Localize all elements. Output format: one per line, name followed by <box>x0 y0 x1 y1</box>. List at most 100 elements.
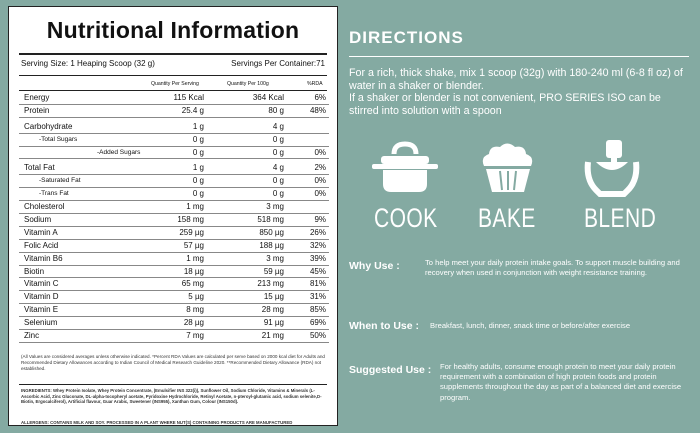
table-row: Protein 25.4 g 80 g 48% <box>19 105 329 118</box>
nutrient-name: Vitamin B6 <box>24 253 63 263</box>
directions-heading: DIRECTIONS <box>349 28 464 47</box>
table-row: Carbohydrate 1 g 4 g <box>19 121 329 134</box>
nutrient-name: Folic Acid <box>24 240 59 250</box>
table-row: Energy 115 Kcal 364 Kcal 6% <box>19 92 329 105</box>
muffin-icon <box>482 143 533 192</box>
table-row: Vitamin B6 1 mg 3 mg 39% <box>19 253 329 266</box>
per-serving-value: 0 g <box>192 189 204 199</box>
per-serving-value: 0 g <box>192 147 204 157</box>
per-serving-value: 0 g <box>192 176 204 186</box>
cooking-pot-icon <box>372 141 438 192</box>
per-serving-value: 1 g <box>192 121 204 131</box>
nutrient-name: Vitamin D <box>24 292 59 302</box>
rda-value: 0% <box>314 176 326 186</box>
rda-value: 26% <box>309 227 326 237</box>
serving-size: Serving Size: 1 Heaping Scoop (32 g) <box>21 59 155 68</box>
per-serving-value: 8 mg <box>186 305 204 315</box>
per-100g-value: 213 mg <box>257 279 284 289</box>
table-row: Selenium 28 µg 91 µg 69% <box>19 317 329 331</box>
rda-value: 39% <box>309 253 326 263</box>
per-100g-value: 3 mg <box>266 253 284 263</box>
rda-value: 48% <box>309 105 326 115</box>
nutrient-name: Total Fat <box>24 163 55 173</box>
nutrient-name: -Saturated Fat <box>39 177 81 185</box>
rda-value: 85% <box>309 305 326 315</box>
table-row: Cholesterol 1 mg 3 mg <box>19 201 329 215</box>
nutrient-name: Protein <box>24 105 50 115</box>
nutrient-name: Zinc <box>24 331 40 341</box>
per-100g-value: 91 µg <box>263 318 284 328</box>
per-serving-value: 1 mg <box>186 253 204 263</box>
rda-value: 0% <box>314 147 326 157</box>
table-row: -Total Sugars 0 g 0 g <box>19 134 329 147</box>
divider <box>19 384 327 385</box>
blender-icon <box>584 140 640 197</box>
col-per-100g: Quantity Per 100g <box>227 81 269 87</box>
nutrient-name: Sodium <box>24 215 52 225</box>
nutrient-name: -Added Sugars <box>97 148 141 156</box>
per-100g-value: 80 g <box>268 105 284 115</box>
nutrition-title: Nutritional Information <box>46 17 300 43</box>
rda-value: 32% <box>309 240 326 250</box>
nutrient-name: Selenium <box>24 318 58 328</box>
when-to-use-label: When to Use : <box>349 320 419 332</box>
per-serving-value: 259 µg <box>179 227 204 237</box>
directions-text: For a rich, thick shake, mix 1 scoop (32… <box>349 67 689 117</box>
per-100g-value: 364 Kcal <box>252 93 284 102</box>
per-100g-value: 0 g <box>272 189 284 199</box>
when-to-use-text: Breakfast, lunch, dinner, snack time or … <box>430 321 631 330</box>
per-100g-value: 21 mg <box>261 331 284 341</box>
rda-value: 69% <box>309 318 326 328</box>
directions-line: For a rich, thick shake, mix 1 scoop (32… <box>349 67 683 92</box>
per-100g-value: 0 g <box>272 176 284 186</box>
col-per-serving: Quantity Per Serving <box>151 81 199 87</box>
why-use-label: Why Use : <box>349 260 400 272</box>
method-bake: BAKE <box>478 203 536 233</box>
directions-line: If a shaker or blender is not convenient… <box>349 92 661 117</box>
rda-value: 2% <box>314 163 326 173</box>
table-row: -Trans Fat 0 g 0 g 0% <box>19 188 329 202</box>
per-100g-value: 28 mg <box>261 305 284 315</box>
table-row: Vitamin E 8 mg 28 mg 85% <box>19 304 329 318</box>
nutrition-table: Energy 115 Kcal 364 Kcal 6% Protein 25.4 g 80… <box>19 92 329 343</box>
servings-per-container: Servings Per Container:71 <box>231 59 325 68</box>
rda-notes: (All Values are considered averages unle… <box>21 354 325 371</box>
nutrient-name: Vitamin C <box>24 279 59 289</box>
per-serving-value: 57 µg <box>183 240 204 250</box>
per-serving-value: 5 µg <box>188 292 204 302</box>
rda-value: 9% <box>314 215 326 225</box>
per-serving-value: 18 µg <box>183 266 204 276</box>
rda-value: 0% <box>314 189 326 199</box>
per-100g-value: 4 g <box>272 163 284 173</box>
col-rda: %RDA <box>307 81 323 87</box>
rda-value: 81% <box>309 279 326 289</box>
ingredients-text: INGREDIENTS: Whey Protein Isolate, Whey … <box>21 388 322 405</box>
table-row: -Added Sugars 0 g 0 g 0% <box>19 147 329 160</box>
nutrient-name: Energy <box>24 93 50 102</box>
table-row: Biotin 18 µg 59 µg 45% <box>19 266 329 279</box>
per-serving-value: 28 µg <box>183 318 204 328</box>
per-100g-value: 3 mg <box>266 202 284 212</box>
suggested-use-text: For healthy adults, consume enough prote… <box>440 362 682 402</box>
suggested-use-label: Suggested Use : <box>349 364 432 376</box>
nutrient-name: Biotin <box>24 266 45 276</box>
per-100g-value: 0 g <box>272 147 284 157</box>
per-serving-value: 158 mg <box>177 215 204 225</box>
rda-value: 45% <box>309 266 326 276</box>
why-use-text: To help meet your daily protein intake g… <box>425 258 680 278</box>
table-row: Vitamin A 259 µg 850 µg 26% <box>19 227 329 240</box>
divider <box>349 56 689 57</box>
per-serving-value: 1 g <box>192 163 204 173</box>
table-row: Total Fat 1 g 4 g 2% <box>19 162 329 176</box>
table-row: -Saturated Fat 0 g 0 g 0% <box>19 175 329 189</box>
nutrient-name: Cholesterol <box>24 202 65 212</box>
per-serving-value: 0 g <box>192 134 204 144</box>
nutrient-name: -Trans Fat <box>39 190 69 198</box>
per-100g-value: 15 µg <box>263 292 284 302</box>
divider <box>19 75 327 76</box>
per-100g-value: 59 µg <box>263 266 284 276</box>
method-cook: COOK <box>374 203 438 233</box>
table-row: Vitamin C 65 mg 213 mg 81% <box>19 278 329 292</box>
rda-value: 31% <box>309 292 326 302</box>
per-100g-value: 188 µg <box>259 240 284 250</box>
